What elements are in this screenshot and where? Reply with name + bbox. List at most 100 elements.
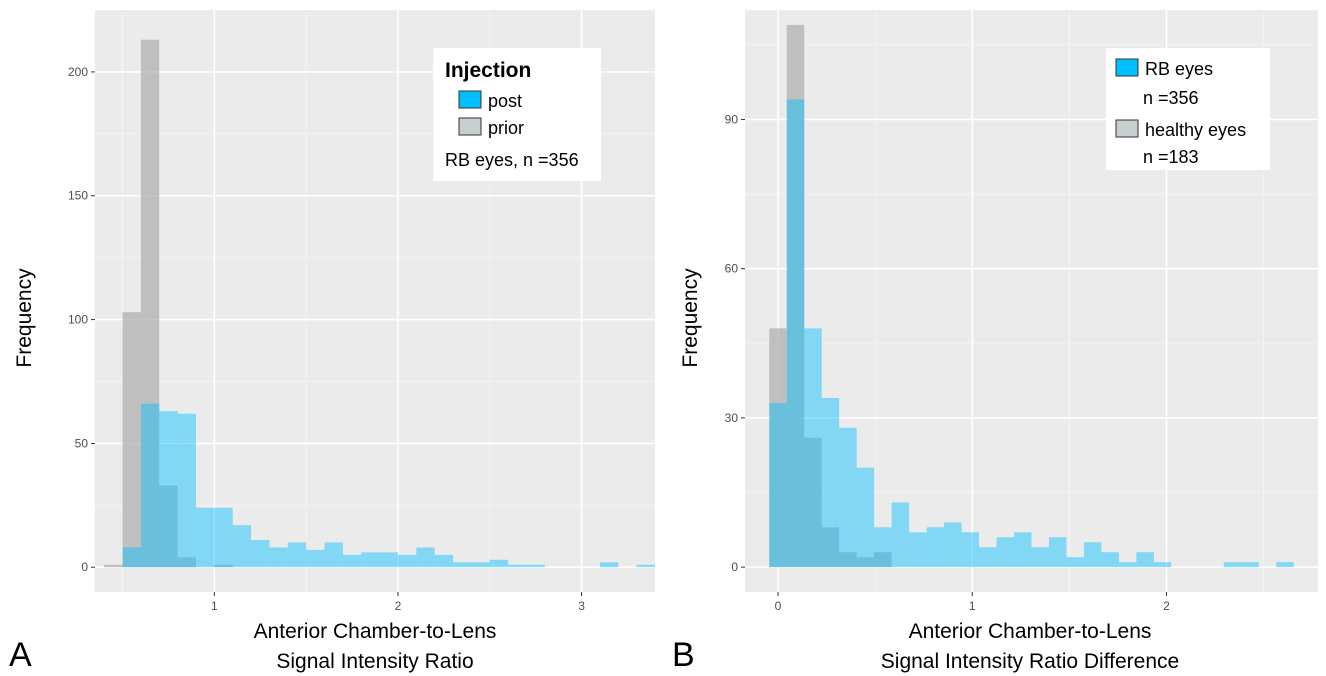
legend-sublabel-rb-eyes: n =356 xyxy=(1143,88,1199,108)
bar-post xyxy=(140,403,160,568)
bar-post xyxy=(122,547,141,568)
bar-rb-eyes xyxy=(1083,542,1102,568)
bar-post xyxy=(416,547,435,568)
panel-label-a: A xyxy=(9,636,32,674)
bar-prior xyxy=(122,312,141,568)
bar-rb-eyes xyxy=(786,99,805,568)
bar-post xyxy=(177,413,196,568)
bar-rb-eyes xyxy=(944,522,962,568)
legend-label-healthy-eyes: healthy eyes xyxy=(1145,120,1246,140)
bar-healthy-eyes xyxy=(804,437,822,568)
bar-prior xyxy=(104,564,123,568)
bar-prior xyxy=(177,557,196,568)
bar-rb-eyes xyxy=(821,398,840,568)
bar-rb-eyes xyxy=(1101,552,1119,568)
bar-post xyxy=(269,547,288,568)
bar-prior xyxy=(140,39,160,568)
bar-healthy-eyes xyxy=(874,552,892,568)
bar-post xyxy=(287,542,307,568)
x-tick-label: 1 xyxy=(969,599,976,613)
bar-post xyxy=(489,559,509,568)
bar-post xyxy=(342,554,362,568)
bar-post xyxy=(636,564,655,568)
panel-b: 0 30 60 90 0 1 2 Frequency Anterior Chamber-t… xyxy=(672,10,1318,674)
legend-key-rb-eyes xyxy=(1115,58,1139,77)
x-axis-ticks: 0 1 2 xyxy=(775,592,1170,613)
x-tick-label: 3 xyxy=(578,599,585,613)
y-tick-label: 200 xyxy=(68,65,88,79)
bar-healthy-eyes xyxy=(786,24,805,568)
bar-rb-eyes xyxy=(996,537,1015,568)
bar-rb-eyes xyxy=(891,502,910,568)
bar-post xyxy=(471,562,490,568)
bar-healthy-eyes xyxy=(839,552,857,568)
bar-rb-eyes xyxy=(1048,537,1067,568)
legend: Injection post prior RB eyes, n =356 xyxy=(433,48,601,181)
bar-post xyxy=(214,507,233,568)
bar-rb-eyes xyxy=(1014,532,1032,568)
bar-post xyxy=(195,507,215,568)
bar-rb-eyes xyxy=(769,402,787,568)
bar-rb-eyes xyxy=(1066,557,1084,568)
legend-box xyxy=(433,48,601,181)
legend-label-rb-eyes: RB eyes xyxy=(1145,59,1213,79)
panel-label-b: B xyxy=(672,636,695,674)
bar-post xyxy=(361,552,380,568)
bar-healthy-eyes xyxy=(821,527,840,568)
x-tick-label: 2 xyxy=(395,599,402,613)
x-axis-title-line-1: Anterior Chamber-to-Lens xyxy=(254,620,497,643)
bar-rb-eyes xyxy=(1031,547,1049,568)
x-axis-title-line-1: Anterior Chamber-to-Lens xyxy=(909,620,1152,643)
legend-note: RB eyes, n =356 xyxy=(445,150,579,170)
bar-rb-eyes xyxy=(804,328,822,568)
bar-post xyxy=(397,554,417,568)
x-axis-title-line-2: Signal Intensity Ratio Difference xyxy=(881,650,1179,673)
bar-prior xyxy=(159,485,178,568)
x-tick-label: 1 xyxy=(211,599,218,613)
bar-post xyxy=(159,411,178,568)
bar-healthy-eyes xyxy=(769,328,787,568)
bar-rb-eyes xyxy=(1118,562,1137,568)
bar-post xyxy=(232,525,252,568)
y-tick-label: 60 xyxy=(725,262,739,276)
y-axis-ticks: 0 30 60 90 xyxy=(725,112,745,574)
bar-post xyxy=(599,562,619,568)
bar-post xyxy=(251,539,270,568)
bar-post xyxy=(306,549,325,568)
bar-rb-eyes xyxy=(839,427,857,568)
bar-post xyxy=(453,562,472,568)
x-tick-label: 2 xyxy=(1163,599,1170,613)
bar-post xyxy=(324,542,343,568)
legend-title: Injection xyxy=(445,59,531,82)
legend-sublabel-healthy-eyes: n =183 xyxy=(1143,147,1199,167)
bar-rb-eyes xyxy=(909,532,927,568)
bar-rb-eyes xyxy=(1223,562,1242,568)
y-tick-label: 0 xyxy=(731,560,738,574)
rb-eyes-bars xyxy=(769,99,1294,568)
bar-healthy-eyes xyxy=(856,557,875,568)
y-tick-label: 90 xyxy=(725,112,739,126)
x-axis-title-line-2: Signal Intensity Ratio xyxy=(276,650,473,673)
bar-rb-eyes xyxy=(979,547,997,568)
y-tick-label: 150 xyxy=(68,189,88,203)
bar-rb-eyes xyxy=(1153,562,1172,568)
bar-post xyxy=(434,554,454,568)
y-tick-label: 30 xyxy=(725,411,739,425)
legend: RB eyes n =356 healthy eyes n =183 xyxy=(1106,48,1270,170)
legend-label-prior: prior xyxy=(488,118,524,138)
bar-rb-eyes xyxy=(856,467,875,568)
healthy-eyes-bars xyxy=(769,24,892,568)
bar-rb-eyes xyxy=(1136,552,1154,568)
legend-key-prior xyxy=(458,117,482,136)
y-axis-title: Frequency xyxy=(679,268,702,368)
legend-key-healthy-eyes xyxy=(1115,119,1139,138)
bar-post xyxy=(508,564,527,568)
bar-post xyxy=(379,552,398,568)
x-axis-ticks: 1 2 3 xyxy=(211,592,585,613)
y-tick-label: 50 xyxy=(75,436,89,450)
post-bars xyxy=(122,403,655,568)
x-tick-label: 0 xyxy=(775,599,782,613)
legend-label-post: post xyxy=(488,91,522,111)
bar-rb-eyes xyxy=(926,527,945,568)
